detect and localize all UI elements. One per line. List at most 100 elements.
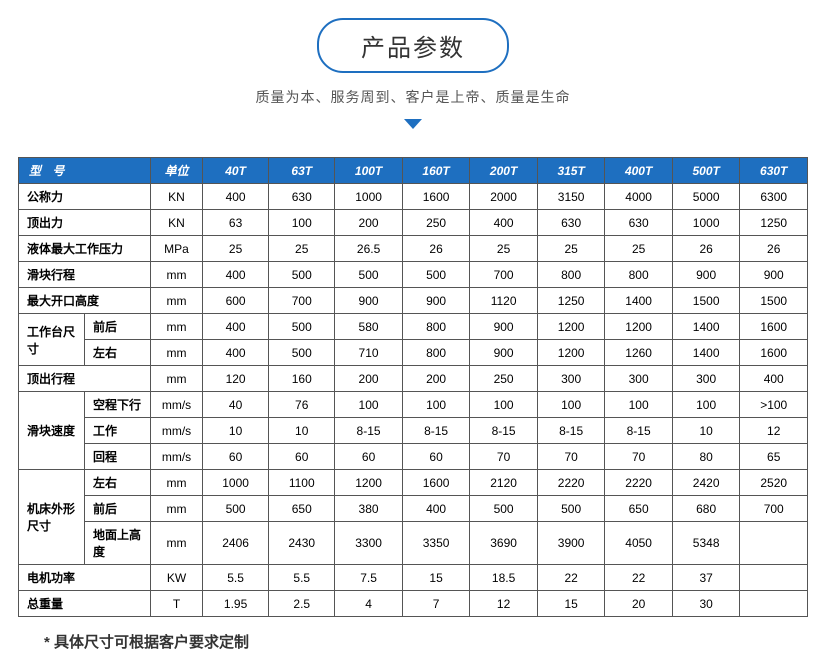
row-unit: mm: [151, 314, 203, 340]
cell: 60: [203, 444, 269, 470]
cell: >100: [740, 392, 808, 418]
cell: [740, 522, 808, 565]
cell: 22: [537, 565, 605, 591]
row-label: 机床外形尺寸: [19, 470, 85, 565]
row-sublabel: 左右: [85, 340, 151, 366]
cell: 8-15: [335, 418, 403, 444]
cell: 2520: [740, 470, 808, 496]
cell: 2220: [537, 470, 605, 496]
cell: 300: [605, 366, 673, 392]
col-header-model-7: 500T: [672, 158, 740, 184]
cell: 500: [470, 496, 538, 522]
col-header-model: 型 号: [19, 158, 151, 184]
cell: 37: [672, 565, 740, 591]
cell: 12: [470, 591, 538, 617]
row-label: 滑块行程: [19, 262, 151, 288]
cell: 22: [605, 565, 673, 591]
row-unit: mm: [151, 262, 203, 288]
cell: 1200: [605, 314, 673, 340]
cell: 1120: [470, 288, 538, 314]
cell: 700: [470, 262, 538, 288]
cell: 4: [335, 591, 403, 617]
cell: 800: [402, 340, 470, 366]
cell: 500: [203, 496, 269, 522]
cell: 70: [537, 444, 605, 470]
row-unit: mm/s: [151, 444, 203, 470]
cell: 10: [269, 418, 335, 444]
cell: 100: [269, 210, 335, 236]
cell: 1250: [740, 210, 808, 236]
cell: 400: [203, 340, 269, 366]
cell: 10: [203, 418, 269, 444]
cell: 650: [605, 496, 673, 522]
cell: 15: [537, 591, 605, 617]
cell: 6300: [740, 184, 808, 210]
cell: 3350: [402, 522, 470, 565]
footnote: * 具体尺寸可根据客户要求定制: [44, 631, 826, 652]
cell: 5.5: [269, 565, 335, 591]
cell: 400: [402, 496, 470, 522]
cell: 3690: [470, 522, 538, 565]
cell: 26.5: [335, 236, 403, 262]
spec-table-container: 型 号单位40T63T100T160T200T315T400T500T630T …: [18, 157, 808, 617]
row-unit: KW: [151, 565, 203, 591]
cell: 300: [537, 366, 605, 392]
table-row: 最大开口高度mm60070090090011201250140015001500: [19, 288, 808, 314]
cell: 630: [269, 184, 335, 210]
page-subtitle: 质量为本、服务周到、客户是上帝、质量是生命: [0, 87, 826, 107]
col-header-model-4: 200T: [470, 158, 538, 184]
cell: 3300: [335, 522, 403, 565]
cell: 1000: [203, 470, 269, 496]
table-row: 液体最大工作压力MPa252526.5262525252626: [19, 236, 808, 262]
row-unit: KN: [151, 184, 203, 210]
cell: 25: [269, 236, 335, 262]
cell: 630: [605, 210, 673, 236]
cell: 5.5: [203, 565, 269, 591]
cell: 2430: [269, 522, 335, 565]
cell: 60: [402, 444, 470, 470]
col-header-model-6: 400T: [605, 158, 673, 184]
cell: 250: [470, 366, 538, 392]
row-sublabel: 地面上高度: [85, 522, 151, 565]
spec-table-head: 型 号单位40T63T100T160T200T315T400T500T630T: [19, 158, 808, 184]
cell: 70: [470, 444, 538, 470]
table-row: 顶出行程mm120160200200250300300300400: [19, 366, 808, 392]
cell: 580: [335, 314, 403, 340]
cell: 200: [335, 210, 403, 236]
cell: 1600: [740, 314, 808, 340]
cell: 1600: [402, 470, 470, 496]
row-unit: mm/s: [151, 418, 203, 444]
cell: 1400: [605, 288, 673, 314]
row-sublabel: 回程: [85, 444, 151, 470]
cell: 1.95: [203, 591, 269, 617]
row-label: 工作台尺寸: [19, 314, 85, 366]
table-row: 滑块速度空程下行mm/s4076100100100100100100>100: [19, 392, 808, 418]
spec-table-header-row: 型 号单位40T63T100T160T200T315T400T500T630T: [19, 158, 808, 184]
row-label: 最大开口高度: [19, 288, 151, 314]
row-sublabel: 空程下行: [85, 392, 151, 418]
cell: 1400: [672, 314, 740, 340]
cell: 100: [402, 392, 470, 418]
row-unit: mm: [151, 522, 203, 565]
page-title-pill: 产品参数: [317, 18, 509, 73]
table-row: 机床外形尺寸左右mm100011001200160021202220222024…: [19, 470, 808, 496]
cell: 80: [672, 444, 740, 470]
cell: 800: [537, 262, 605, 288]
cell: 900: [470, 314, 538, 340]
cell: 900: [470, 340, 538, 366]
cell: 10: [672, 418, 740, 444]
cell: 4000: [605, 184, 673, 210]
row-unit: mm: [151, 496, 203, 522]
cell: 1600: [402, 184, 470, 210]
table-row: 总重量T1.952.54712152030: [19, 591, 808, 617]
cell: 100: [537, 392, 605, 418]
cell: 26: [740, 236, 808, 262]
cell: 25: [470, 236, 538, 262]
cell: 30: [672, 591, 740, 617]
cell: 900: [402, 288, 470, 314]
table-row: 顶出力KN6310020025040063063010001250: [19, 210, 808, 236]
cell: 500: [269, 340, 335, 366]
table-row: 电机功率KW5.55.57.51518.5222237: [19, 565, 808, 591]
cell: 65: [740, 444, 808, 470]
cell: 1600: [740, 340, 808, 366]
